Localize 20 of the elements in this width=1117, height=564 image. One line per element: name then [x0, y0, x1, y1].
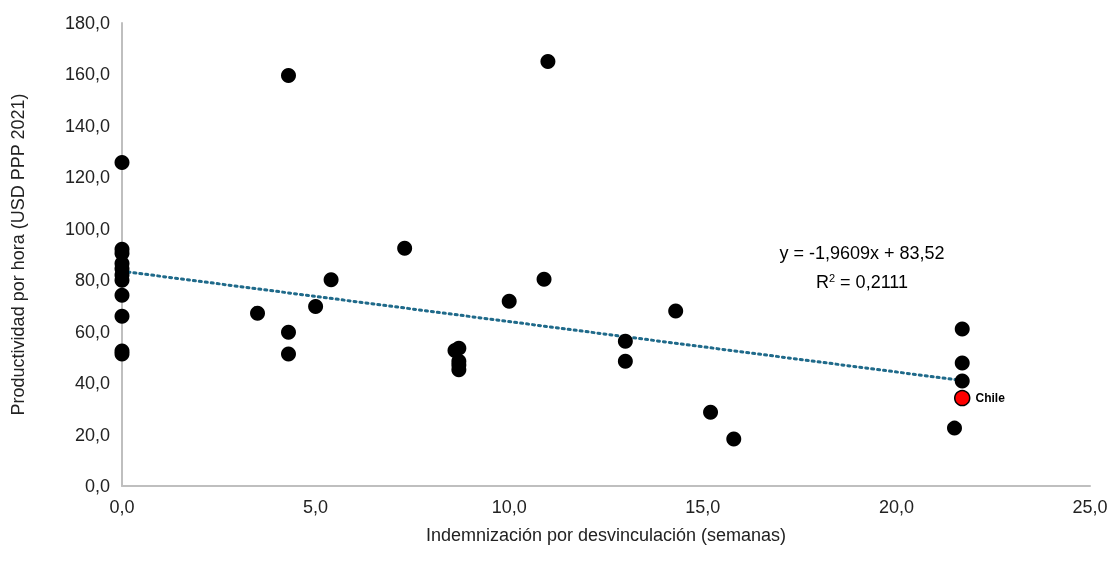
y-tick-label: 60,0	[74, 321, 110, 342]
x-tick-label: 5,0	[303, 497, 329, 517]
y-axis-title: Productividad por hora (USD PPP 2021)	[8, 93, 28, 416]
x-tick-label: 0,0	[109, 497, 135, 517]
x-tick-label: 25,0	[1072, 497, 1108, 517]
series-label: Chile	[975, 391, 1006, 406]
y-tick-label: 160,0	[64, 64, 110, 85]
y-tick-label: 140,0	[64, 115, 110, 136]
x-tick-label: 10,0	[491, 497, 527, 517]
y-tick-label: 100,0	[64, 218, 110, 239]
x-axis-title: Indemnización por desvinculación (semanas)	[425, 525, 787, 545]
y-tick-label: 120,0	[64, 167, 110, 188]
x-tick-label: 20,0	[878, 497, 914, 517]
y-tick-label: 180,0	[64, 13, 110, 33]
y-tick-label: 80,0	[74, 270, 110, 291]
y-tick-label: 40,0	[74, 373, 110, 394]
annotation: y = -1,9609x + 83,52	[779, 243, 945, 263]
x-tick-label: 15,0	[685, 497, 721, 517]
y-tick-label: 20,0	[74, 424, 110, 445]
y-tick-label: 0,0	[84, 476, 110, 496]
